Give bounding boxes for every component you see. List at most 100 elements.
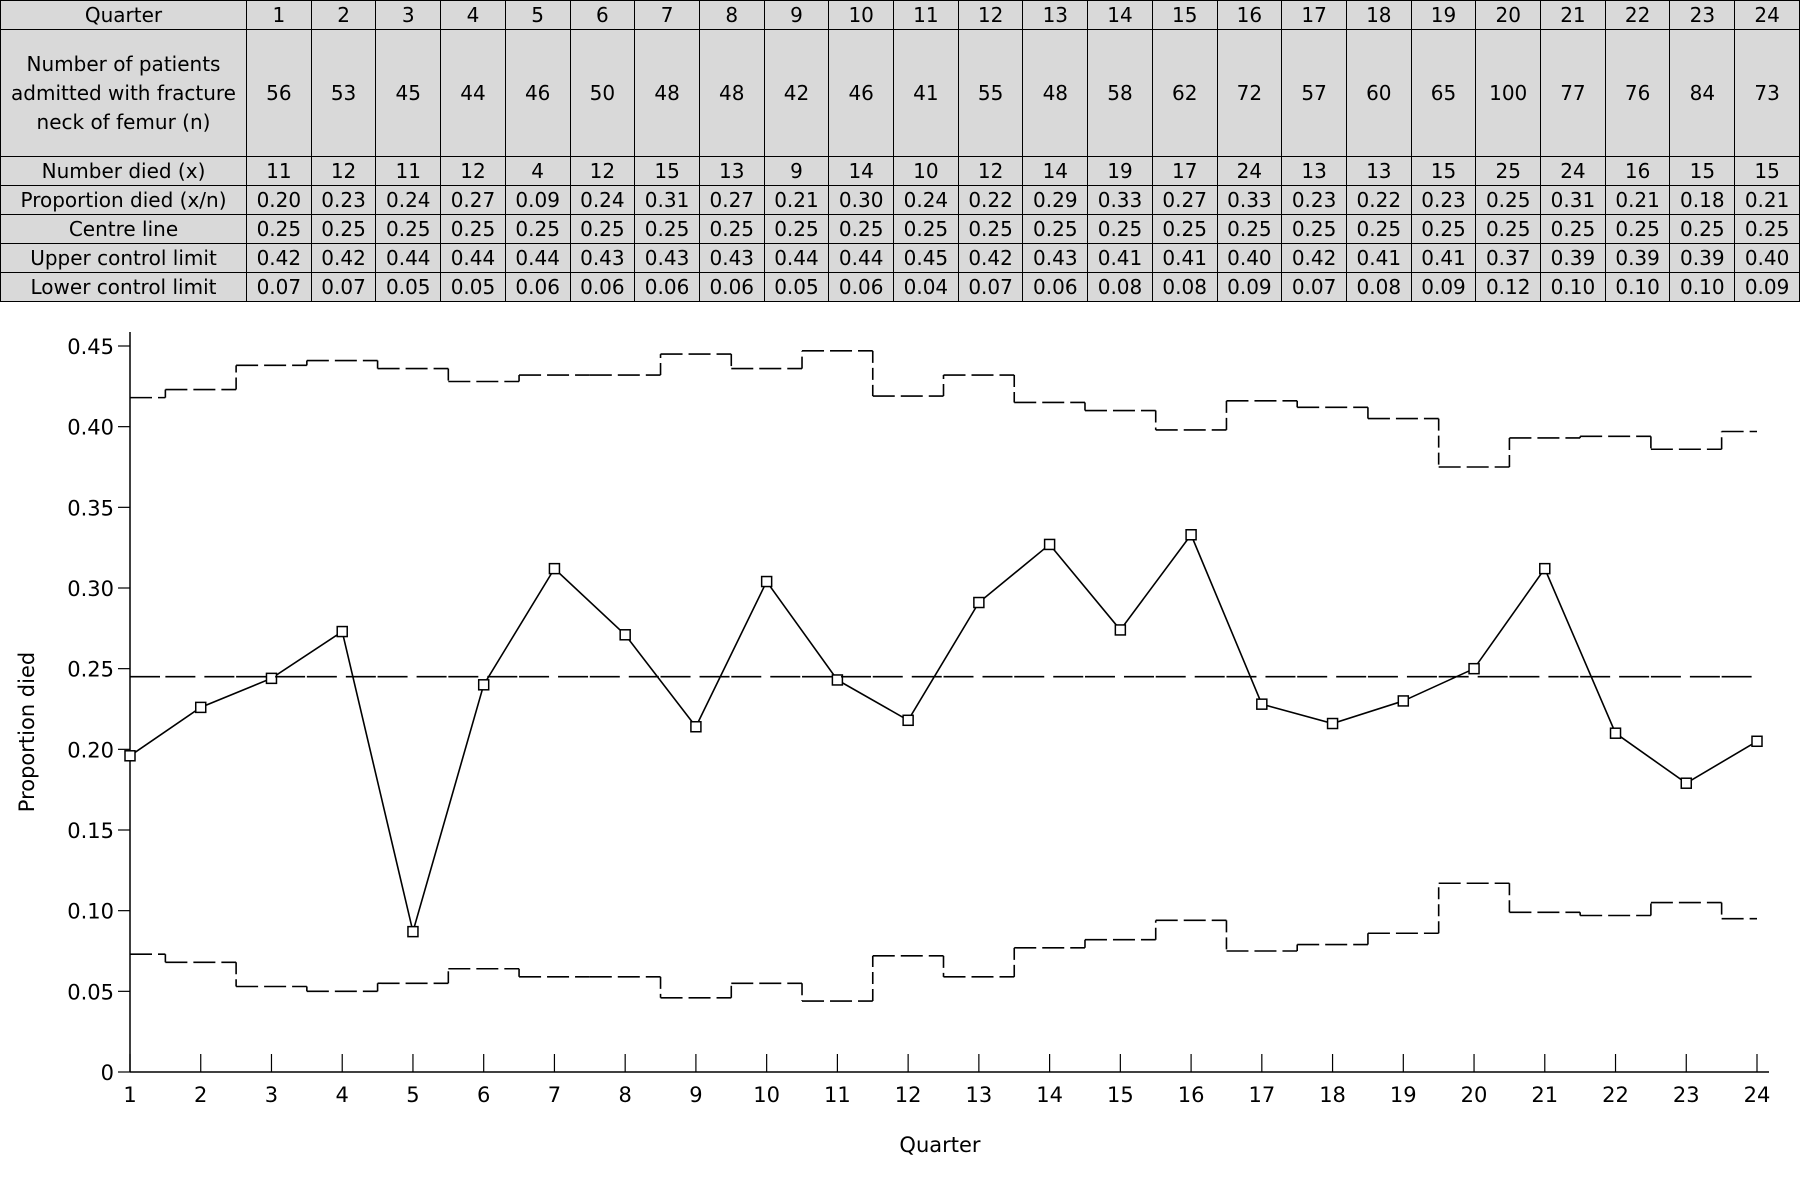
table-cell: 9 <box>763 0 830 30</box>
table-cell: 0.45 <box>893 243 959 273</box>
y-tick-label: 0.15 <box>67 819 114 843</box>
x-tick-label: 7 <box>548 1083 561 1107</box>
table-cell: 14 <box>1087 0 1153 30</box>
table-cell: 20 <box>1475 0 1542 30</box>
x-tick-label: 23 <box>1673 1083 1700 1107</box>
table-cell: 0.25 <box>1475 185 1542 215</box>
table-cell: 0.10 <box>1669 272 1736 302</box>
table-cell: 8 <box>698 0 765 30</box>
table-cell: 0.30 <box>828 185 895 215</box>
table-cell: 0.25 <box>1281 214 1347 244</box>
table-cell: 0.04 <box>893 272 959 302</box>
table-cell: 21 <box>1540 0 1606 30</box>
table-cell: 15 <box>1410 156 1477 186</box>
y-tick-label: 0.05 <box>67 980 114 1004</box>
table-cell: 0.41 <box>1345 243 1412 273</box>
table-cell: 0.40 <box>1734 243 1800 273</box>
table-cell: 0.25 <box>375 214 442 244</box>
table-cell: 45 <box>375 29 442 157</box>
table-cell: 3 <box>375 0 442 30</box>
table-cell: 0.08 <box>1087 272 1153 302</box>
table-cell: 58 <box>1087 29 1153 157</box>
table-cell: 62 <box>1151 29 1218 157</box>
table-cell: 0.21 <box>763 185 830 215</box>
table-cell: 15 <box>1734 156 1800 186</box>
table-cell: 14 <box>828 156 895 186</box>
table-cell: 15 <box>634 156 700 186</box>
table-cell: 0.41 <box>1410 243 1477 273</box>
table-cell: 0.09 <box>1410 272 1477 302</box>
y-tick-label: 0.30 <box>67 577 114 601</box>
table-cell: 0.25 <box>1410 214 1477 244</box>
table-cell: 0.21 <box>1604 185 1671 215</box>
table-cell: 0.24 <box>893 185 959 215</box>
data-point <box>1114 624 1127 636</box>
table-row: Upper control limit 0.42 0.42 0.44 0.44 0.44 0… <box>0 243 1800 273</box>
data-point <box>194 701 207 714</box>
row-label: Upper control limit <box>0 243 247 273</box>
table-cell: 0.09 <box>1216 272 1283 302</box>
table-cell: 10 <box>893 156 959 186</box>
table-cell: 13 <box>1022 0 1089 30</box>
table-cell: 0.05 <box>440 272 506 302</box>
x-tick-label: 24 <box>1744 1083 1771 1107</box>
table-cell: 7 <box>634 0 700 30</box>
data-point <box>1256 698 1268 710</box>
x-tick-label: 13 <box>966 1083 993 1107</box>
x-tick-label: 2 <box>194 1083 207 1107</box>
table-cell: 0.44 <box>440 243 506 273</box>
row-label: Lower control limit <box>0 272 247 302</box>
data-point <box>336 625 348 638</box>
data-point <box>1468 662 1480 675</box>
table-cell: 0.23 <box>310 185 377 215</box>
table-row: Number died (x) 11 12 11 12 4 12 15 13 9 14 10 12 14 1… <box>0 156 1800 186</box>
table-cell: 76 <box>1604 29 1671 157</box>
table-row: Quarter 1 2 3 4 5 6 7 8 9 10 11 12 13 14 15 16 17 18 19 20 21… <box>0 0 1800 30</box>
x-tick-label: 16 <box>1178 1083 1205 1107</box>
table-cell: 15 <box>1669 156 1736 186</box>
table-cell: 2 <box>310 0 377 30</box>
table-cell: 0.44 <box>504 243 571 273</box>
table-cell: 0.25 <box>634 214 700 244</box>
table-cell: 0.25 <box>1345 214 1412 244</box>
table-cell: 0.22 <box>1345 185 1412 215</box>
table-cell: 4 <box>504 156 571 186</box>
table-cell: 0.07 <box>310 272 377 302</box>
data-point <box>1397 695 1410 707</box>
x-tick-label: 22 <box>1602 1083 1629 1107</box>
table-cell: 0.25 <box>1475 214 1542 244</box>
data-point <box>760 575 773 588</box>
table-cell: 0.39 <box>1604 243 1671 273</box>
table-cell: 0.25 <box>1216 214 1283 244</box>
data-point <box>477 679 490 691</box>
table-cell: 0.29 <box>1022 185 1089 215</box>
x-tick-label: 19 <box>1390 1083 1417 1107</box>
table-cell: 11 <box>893 0 959 30</box>
row-label: Centre line <box>0 214 247 244</box>
table-cell: 0.07 <box>246 272 312 302</box>
table-cell: 19 <box>1410 0 1477 30</box>
table-cell: 0.25 <box>246 214 312 244</box>
table-row: Proportion died (x/n) 0.20 0.23 0.24 0.27 0.0… <box>0 185 1800 215</box>
table-cell: 13 <box>698 156 765 186</box>
table-cell: 24 <box>1734 0 1800 30</box>
table-cell: 0.18 <box>1669 185 1736 215</box>
table-cell: 46 <box>828 29 895 157</box>
table-cell: 0.20 <box>246 185 312 215</box>
data-point <box>831 674 844 686</box>
table-cell: 48 <box>698 29 765 157</box>
y-tick-label: 0.40 <box>67 416 114 440</box>
x-tick-label: 4 <box>336 1083 349 1107</box>
table-cell: 56 <box>246 29 312 157</box>
table-cell: 60 <box>1345 29 1412 157</box>
table-cell: 12 <box>569 156 636 186</box>
x-tick-label: 15 <box>1107 1083 1134 1107</box>
table-cell: 0.25 <box>440 214 506 244</box>
table-cell: 0.44 <box>375 243 442 273</box>
table-cell: 46 <box>504 29 571 157</box>
table-cell: 0.41 <box>1087 243 1153 273</box>
table-row: Number of patients admitted with fractur… <box>0 29 1800 157</box>
table-cell: 16 <box>1604 156 1671 186</box>
data-point <box>548 562 561 575</box>
